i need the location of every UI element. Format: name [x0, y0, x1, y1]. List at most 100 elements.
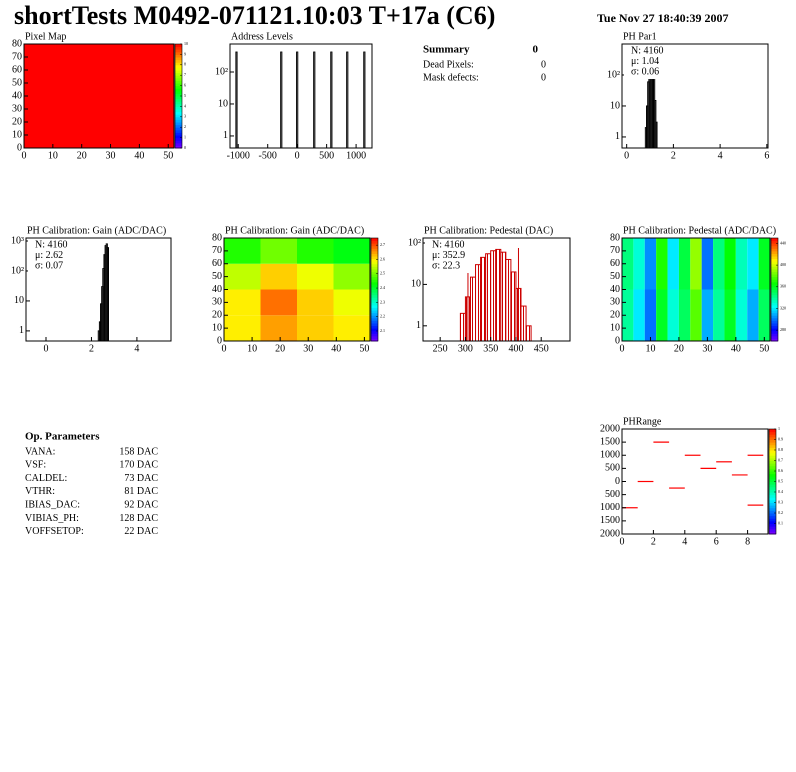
colorbar-step	[371, 312, 378, 316]
frame	[621, 43, 769, 149]
colorbar-step	[371, 310, 378, 314]
heat-cell	[224, 238, 261, 264]
y-tick-label: 1	[223, 130, 228, 141]
colorbar-step	[175, 129, 182, 133]
op-value: 92 DAC	[124, 499, 158, 510]
x-tick-label: 20	[674, 343, 684, 354]
y-tick-label: 50	[610, 271, 620, 282]
x-tick-label: 0	[624, 150, 629, 161]
hist-bar	[459, 312, 466, 342]
colorbar-step	[175, 54, 182, 58]
op-value: 158 DAC	[119, 446, 158, 457]
x-tick-label: -500	[259, 150, 277, 161]
heat-cell	[333, 315, 370, 341]
colorbar-step	[771, 258, 778, 262]
colorbar-step	[771, 253, 778, 257]
colorbar-step	[769, 429, 776, 433]
colorbar-step	[771, 243, 778, 247]
heat-cell	[333, 263, 370, 290]
colorbar-step	[371, 243, 378, 247]
colorbar-step	[769, 439, 776, 443]
x-tick-label: 0	[295, 150, 300, 161]
heat-cell	[656, 238, 668, 290]
hist-bar	[330, 51, 333, 149]
colorbar-step	[771, 294, 778, 298]
chart-title: Pixel Map	[25, 31, 66, 42]
colorbar-step	[769, 520, 776, 524]
colorbar-step	[371, 248, 378, 252]
y-tick-label: 10²	[11, 265, 24, 276]
colorbar-step	[771, 330, 778, 334]
colorbar-step	[769, 486, 776, 490]
colorbar-step	[371, 320, 378, 324]
x-tick-label: 400	[508, 343, 523, 354]
y-tick-label: 1500	[600, 436, 620, 447]
heat-cell	[633, 238, 645, 290]
colorbar-step	[771, 297, 778, 301]
colorbar-step	[771, 274, 778, 278]
colorbar-step	[769, 465, 776, 469]
colorbar-step	[371, 276, 378, 280]
x-tick-label: 20	[275, 343, 285, 354]
colorbar-step	[769, 531, 776, 535]
heat-cell	[735, 238, 748, 290]
x-tick-label: 4	[718, 150, 723, 161]
colorbar-step	[771, 299, 778, 303]
hist-bar	[475, 264, 482, 342]
x-tick-label: 8	[745, 536, 750, 547]
y-tick-label: 10	[12, 129, 22, 140]
x-tick-label: 450	[534, 343, 549, 354]
colorbar-step	[371, 299, 378, 303]
colorbar-step	[175, 85, 182, 89]
colorbar-step	[771, 286, 778, 290]
colorbar-step	[771, 302, 778, 306]
colorbar-step	[769, 528, 776, 532]
colorbar-step	[371, 240, 378, 244]
y-tick-label: 10	[212, 322, 222, 333]
y-tick-label: 10²	[215, 66, 228, 77]
colorbar-step	[771, 307, 778, 311]
op-value: 22 DAC	[124, 526, 158, 537]
colorbar-step	[771, 276, 778, 280]
y-tick-label: 30	[12, 103, 22, 114]
x-tick-label: 40	[134, 150, 144, 161]
y-tick-label: 2000	[600, 423, 620, 434]
colorbar-step	[371, 328, 378, 332]
z-tick-label: 2.1	[380, 328, 385, 333]
stats-entry: σ: 22.3	[432, 260, 460, 271]
chart-title: PH Calibration: Pedestal (DAC)	[424, 225, 553, 236]
colorbar-step	[771, 315, 778, 319]
y-tick-label: 40	[212, 284, 222, 295]
hist-bar	[106, 247, 110, 342]
colorbar-step	[175, 106, 182, 110]
z-tick-label: 4	[184, 103, 186, 108]
z-tick-label: 0.3	[778, 499, 783, 504]
heat-cell	[260, 315, 297, 341]
colorbar-step	[371, 279, 378, 283]
colorbar-frame	[370, 237, 379, 342]
x-tick-label: 0	[222, 343, 227, 354]
heat-cell	[690, 289, 702, 341]
x-tick-label: 300	[458, 343, 473, 354]
colorbar-step	[769, 447, 776, 451]
hist-bar	[520, 305, 527, 342]
colorbar-step	[371, 292, 378, 296]
stats-box	[425, 239, 471, 273]
page-title: shortTests M0492-071121.10:03 T+17a (C6)	[14, 1, 495, 30]
colorbar-step	[769, 492, 776, 496]
colorbar-step	[769, 468, 776, 472]
colorbar-step	[771, 335, 778, 339]
colorbar-step	[175, 59, 182, 63]
summary-title: Summary	[423, 44, 470, 56]
colorbar-step	[371, 256, 378, 260]
colorbar-step	[771, 271, 778, 275]
z-tick-label: 2.2	[380, 314, 385, 319]
y-tick-label: 10²	[408, 237, 421, 248]
stats-entry: μ: 352.9	[432, 250, 465, 261]
y-tick-label: 70	[212, 245, 222, 256]
x-tick-label: 250	[433, 343, 448, 354]
y-tick-label: 30	[610, 297, 620, 308]
z-tick-label: 5	[184, 93, 186, 98]
colorbar-step	[371, 245, 378, 249]
frame	[422, 237, 571, 342]
